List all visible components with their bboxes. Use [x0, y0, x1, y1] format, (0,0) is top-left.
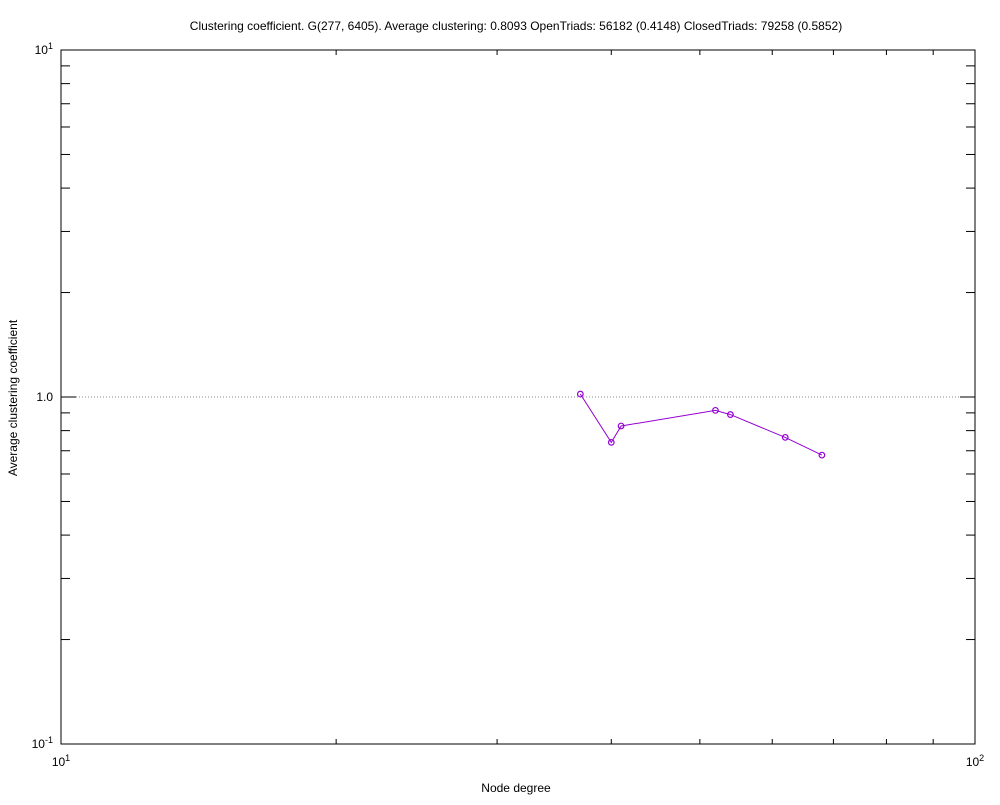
x-axis-label: Node degree: [481, 781, 551, 795]
chart-title: Clustering coefficient. G(277, 6405). Av…: [190, 19, 842, 33]
data-point: [781, 433, 789, 441]
x-tick-label: 102: [966, 753, 984, 769]
data-point: [576, 390, 584, 398]
data-point: [818, 451, 826, 459]
x-tick-label: 101: [52, 753, 70, 769]
data-point: [607, 438, 615, 446]
data-point: [712, 406, 719, 414]
data-point: [727, 411, 734, 418]
series-line: [579, 393, 823, 456]
y-tick-label: 10-1: [32, 735, 53, 751]
y-axis-label: Average clustering coefficient: [6, 319, 20, 476]
series-layer: [576, 390, 826, 459]
tick-layer: 101 102 10-1 101 1.0: [32, 41, 985, 769]
plot-frame: [60, 49, 976, 745]
y-tick-label: 101: [35, 41, 53, 57]
y-tick-label: 1.0: [36, 390, 53, 404]
data-point: [617, 422, 625, 430]
